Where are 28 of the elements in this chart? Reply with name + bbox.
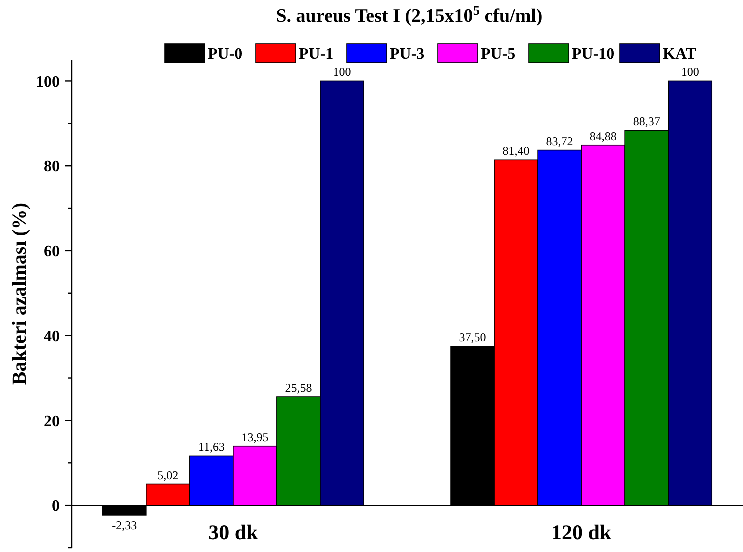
data-label: 100 — [333, 65, 352, 80]
data-label: 11,63 — [198, 440, 225, 454]
y-axis-title: Bakteri azalması (%) — [9, 202, 31, 386]
data-label: 84,88 — [590, 129, 617, 144]
data-label: 5,02 — [158, 468, 179, 482]
y-tick-label: 100 — [36, 74, 60, 91]
legend-label: PU-10 — [572, 46, 615, 63]
data-label: 25,58 — [285, 381, 312, 396]
legend-label: PU-5 — [481, 46, 516, 63]
data-label: 83,72 — [546, 134, 574, 148]
y-tick-label: 0 — [52, 498, 60, 516]
data-label: 81,40 — [502, 144, 530, 158]
data-label: -2,33 — [112, 518, 138, 532]
data-label: 37,50 — [459, 330, 486, 344]
y-tick-label: 20 — [44, 413, 60, 430]
data-label: 100 — [681, 65, 700, 80]
y-tick-label: 60 — [44, 244, 60, 261]
x-tick-label: 30 dk — [208, 520, 259, 545]
x-tick-label: 120 dk — [552, 520, 612, 545]
legend-label: PU-3 — [390, 46, 425, 63]
legend-label: PU-1 — [299, 46, 334, 63]
y-tick-label: 40 — [44, 328, 60, 346]
data-label: 88,37 — [633, 114, 660, 129]
y-tick-label: 80 — [44, 158, 60, 176]
chart-title: S. aureus Test I (2,15x10$^{5}$ cfu/ml) — [276, 2, 543, 27]
legend-label: PU-0 — [208, 46, 243, 63]
data-label: 13,95 — [242, 430, 269, 444]
legend-label: KAT — [663, 46, 697, 63]
